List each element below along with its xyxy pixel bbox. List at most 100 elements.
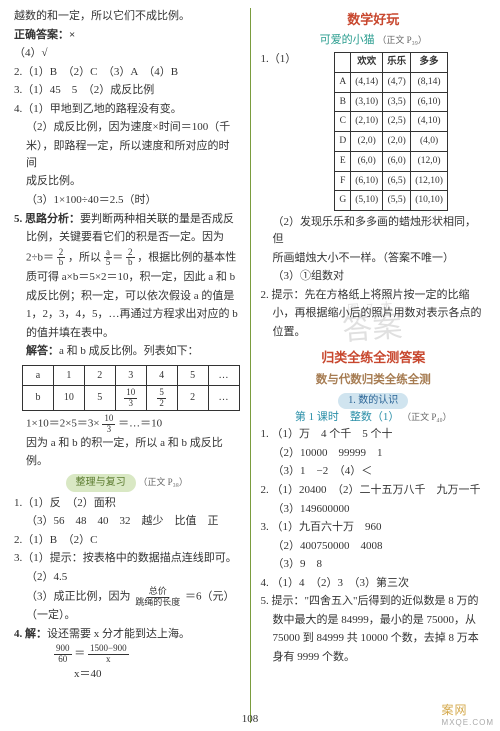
- section-heading: 整理与复习 （正文 P₃₈）: [14, 471, 240, 495]
- text: （2）4.5: [14, 569, 240, 586]
- cell: G: [335, 191, 351, 211]
- cell: 5: [84, 386, 115, 411]
- text: 位置。: [261, 324, 487, 341]
- fraction: 103: [102, 414, 115, 434]
- text: 2.（1）B （2）C: [14, 532, 240, 549]
- cell: 3: [115, 365, 146, 386]
- cell: (6,10): [351, 171, 383, 191]
- fraction: 52: [157, 388, 166, 408]
- text: 2. 提示：先在方格纸上将照片按一定的比缩: [261, 287, 487, 304]
- text: （4）√: [14, 45, 240, 62]
- page-ref: （正文 P₃₈）: [138, 477, 188, 487]
- cell: 10: [53, 386, 84, 411]
- text: 3.（1）45 5 （2）成反比例: [14, 82, 240, 99]
- text: 所画蜡烛大小不一样。（答案不唯一）: [261, 250, 487, 267]
- cell: 5: [177, 365, 208, 386]
- wm-url: MXQE.COM: [442, 718, 494, 727]
- text: 成反比例。: [14, 173, 240, 190]
- cell: F: [335, 171, 351, 191]
- fraction: 90060: [54, 644, 72, 664]
- text: 越数的和一定，所以它们不成比例。: [14, 8, 240, 25]
- text: 比例，关键要看它们的积是否一定。因为: [14, 229, 240, 246]
- cell: (2,0): [383, 132, 411, 152]
- cell: (6,0): [383, 151, 411, 171]
- text: 米），即路程一定，所以速度和所对应的时间: [14, 138, 240, 172]
- text: x＝40: [14, 666, 240, 683]
- text: （2）发现乐乐和多多画的蜡烛形状相同，但: [261, 214, 487, 248]
- page-number: 108: [0, 713, 500, 725]
- ab-table: a 1 2 3 4 5 … b 10 5 103 52 2 …: [22, 365, 240, 411]
- text: 1×10＝2×5＝3× 103 ＝…＝10: [14, 414, 240, 434]
- text: 2. （1）20400 （2）二十五万八千 九万一千: [261, 482, 487, 499]
- denominator: 60: [56, 655, 69, 664]
- text: 正确答案：×: [14, 27, 240, 44]
- text: 1×10＝2×5＝3×: [26, 418, 100, 430]
- right-column: 数学好玩 可爱的小猫 （正文 P₃₉） 1.（1） 欢欢 乐乐 多多 A(4,1…: [261, 8, 487, 723]
- text: 1. （1）万 4 个千 5 个十: [261, 426, 487, 443]
- cell: 103: [115, 386, 146, 411]
- label: 5. 思路分析：: [14, 213, 80, 225]
- text: （3）149600000: [261, 501, 487, 518]
- cell: (3,10): [351, 92, 383, 112]
- text: 成反比例；积一定，可以依次假设 a 的值是: [14, 288, 240, 305]
- denominator: x: [104, 655, 113, 664]
- text: 4. （1）4 （2）3 （3）第三次: [261, 575, 487, 592]
- cell: (6,5): [383, 171, 411, 191]
- cell: 2: [84, 365, 115, 386]
- fraction: 2b: [57, 248, 66, 268]
- denominator: b: [126, 258, 135, 267]
- subtitle-text: 可爱的小猫: [320, 34, 375, 46]
- text: 2÷b＝: [26, 251, 54, 263]
- subtitle: 可爱的小猫 （正文 P₃₉）: [261, 32, 487, 49]
- cell: (8,14): [411, 72, 448, 92]
- cell: A: [335, 72, 351, 92]
- cell: [335, 53, 351, 73]
- band-label: 1. 数的认识: [338, 393, 408, 409]
- text: （2）400750000 4008: [261, 538, 487, 555]
- denominator: 5: [104, 258, 113, 267]
- cell: b: [23, 386, 54, 411]
- denominator: 跳绳的长度: [133, 598, 182, 607]
- section-title: 数学好玩: [261, 10, 487, 30]
- cell: (2,5): [383, 112, 411, 132]
- cell: B: [335, 92, 351, 112]
- text: ＝…＝10: [118, 418, 162, 430]
- text: 要判断两种相关联的量是否成反: [80, 213, 234, 225]
- page-ref: （正文 P₃₉）: [377, 35, 427, 45]
- label: 解答：: [26, 345, 59, 357]
- text: 4. 解：设还需要 x 分才能到达上海。: [14, 626, 240, 643]
- text: 2.（1）B （2）C （3）A （4）B: [14, 64, 240, 81]
- cell: D: [335, 132, 351, 152]
- text: 3.（1）提示：按表格中的数据描点连线即可。: [14, 550, 240, 567]
- fraction: 1500−900x: [88, 644, 129, 664]
- text: 5. 思路分析：要判断两种相关联的量是否成反: [14, 211, 240, 228]
- text: （3）9 8: [261, 556, 487, 573]
- cell: E: [335, 151, 351, 171]
- cell: 多多: [411, 53, 448, 73]
- text: ，根据比例的基本性: [137, 251, 236, 263]
- text: （3）1 −2 （4）＜: [261, 463, 487, 480]
- section-subtitle: 数与代数归类全练全测: [261, 372, 487, 390]
- fraction: 103: [124, 388, 137, 408]
- cell: …: [208, 365, 239, 386]
- cell: (6,0): [351, 151, 383, 171]
- cell: (4,7): [383, 72, 411, 92]
- cell: (10,10): [411, 191, 448, 211]
- cell: (6,10): [411, 92, 448, 112]
- cell: 欢欢: [351, 53, 383, 73]
- watermark-corner: 案网 MXQE.COM: [442, 701, 494, 727]
- cell: (4,10): [411, 112, 448, 132]
- cell: (12,0): [411, 151, 448, 171]
- text: （3）成正比例，因为: [26, 591, 131, 603]
- text: 4.（1）甲地到乙地的路程没有变。: [14, 101, 240, 118]
- text: a 和 b 成反比例。列表如下：: [59, 345, 199, 357]
- cell: (4,14): [351, 72, 383, 92]
- text: （2）成反比例，因为速度×时间＝100（千: [14, 119, 240, 136]
- text: 75000 到 84999 共 10000 个数，去掉 8 万本: [261, 630, 487, 647]
- cell: (2,0): [351, 132, 383, 152]
- text: 小，再根据缩小后的照片用数对表示各点的: [261, 305, 487, 322]
- text: （3）成正比例，因为 总价跳绳的长度 ＝6（元）（一定）。: [14, 587, 240, 624]
- text: 因为 a 和 b 的积一定，所以 a 和 b 成反比例。: [14, 435, 240, 469]
- text: 5. 提示："四舍五入"后得到的近似数是 8 万的: [261, 593, 487, 610]
- coord-table: 欢欢 乐乐 多多 A(4,14)(4,7)(8,14) B(3,10)(3,5)…: [334, 52, 448, 211]
